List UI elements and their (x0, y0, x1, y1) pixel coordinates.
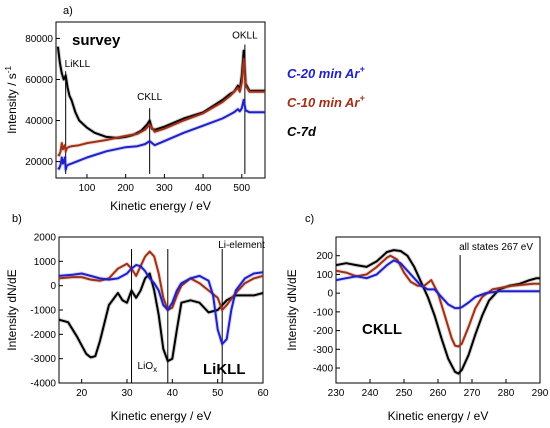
legend-entry-sup: + (359, 64, 365, 74)
x-tick-label: 40 (167, 388, 179, 399)
x-tick-label: 250 (396, 388, 413, 399)
y-tick-label: 1000 (34, 257, 57, 268)
x-axis-label: Kinetic energy / eV (388, 409, 489, 423)
x-tick-label: 30 (121, 388, 133, 399)
x-tick-label: 500 (233, 183, 250, 194)
x-tick-label: 200 (117, 183, 134, 194)
y-tick-label: 0 (50, 281, 56, 292)
y-tick-label: -100 (313, 307, 333, 318)
annotation-label: CKLL (137, 92, 162, 103)
y-tick-label: -3000 (30, 354, 56, 365)
x-tick-label: 20 (76, 388, 88, 399)
panel-title-likll: LiKLL (203, 361, 246, 378)
likll-panel: b) LiKLL 20 30 40 50 60 -4000 -3000 -2000 -1000 0… (5, 213, 269, 423)
y-tick-label: 100 (316, 270, 333, 281)
series-line (336, 259, 540, 310)
plot-frame-c (335, 236, 541, 384)
series-group (336, 248, 540, 376)
series-line (57, 99, 265, 171)
x-tick-label: 270 (464, 388, 481, 399)
y-tick-label: 20000 (25, 157, 53, 168)
series-line (336, 254, 540, 348)
panel-title-survey: survey (72, 32, 121, 49)
y-tick-label: -300 (313, 345, 333, 356)
x-tick-label: 290 (532, 388, 549, 399)
x-tick-label: 300 (156, 183, 173, 194)
x-tick-label: 260 (430, 388, 447, 399)
y-tick-label: 60000 (25, 75, 53, 86)
x-axis-label: Kinetic energy / eV (111, 409, 212, 423)
y-tick-label: -4000 (30, 379, 56, 390)
ckll-panel: c) CKLL 230 240 250 260 270 280 290 -400 -300 -20… (285, 213, 549, 423)
x-tick-label: 240 (362, 388, 379, 399)
legend-entry: C-10 min Ar+ (287, 93, 365, 110)
plot-frame-a (55, 21, 266, 179)
panel-label-b: b) (12, 213, 22, 225)
y-tick-label: 40000 (25, 116, 53, 127)
y-tick-label: -2000 (30, 330, 56, 341)
series-group (56, 46, 265, 172)
legend-entry-sup: + (359, 93, 365, 103)
y-tick-label: 80000 (25, 34, 53, 45)
x-tick-label: 400 (195, 183, 212, 194)
annotation-label: LiOx (138, 361, 158, 374)
y-tick-label: 200 (316, 251, 333, 262)
legend-entry: C-7d (287, 124, 317, 139)
x-axis-label: Kinetic energy / eV (110, 199, 211, 213)
x-tick-label: 50 (212, 388, 224, 399)
series-halo (56, 98, 265, 172)
panel-label-c: c) (305, 213, 314, 225)
y-axis-label: Intensity / s-1 (4, 66, 19, 134)
legend-entry: C-20 min Ar+ (287, 64, 365, 81)
y-tick-label: -200 (313, 326, 333, 337)
legend: C-20 min Ar+ C-10 min Ar+ C-7d (287, 64, 365, 139)
series-line (57, 57, 265, 157)
x-tick-label: 230 (328, 388, 345, 399)
x-tick-label: 100 (79, 183, 96, 194)
x-tick-label: 60 (257, 388, 269, 399)
annotation-label: OKLL (232, 30, 258, 41)
y-axis-label: Intensity dN/dE (5, 269, 19, 350)
panel-title-ckll: CKLL (362, 321, 402, 338)
x-tick-label: 280 (498, 388, 515, 399)
y-tick-label: -1000 (30, 306, 56, 317)
annotation-sub: x (153, 365, 157, 374)
survey-panel: a) survey 100 200 300 400 500 20000 40000 60000… (4, 5, 266, 213)
panel-label-a: a) (63, 5, 73, 17)
annotation-label: LiKLL (65, 59, 91, 70)
annotation-label: Li-element (218, 240, 265, 251)
series-halo (336, 248, 540, 376)
y-axis-label-sup: -1 (4, 66, 13, 74)
series-group (59, 249, 263, 364)
annotation-label: all states 267 eV (459, 242, 533, 253)
y-tick-label: 2000 (34, 233, 57, 244)
series-line (59, 264, 263, 346)
y-tick-label: -400 (313, 364, 333, 375)
y-axis-label: Intensity dN/dE (285, 269, 299, 350)
y-tick-label: 0 (327, 289, 333, 300)
